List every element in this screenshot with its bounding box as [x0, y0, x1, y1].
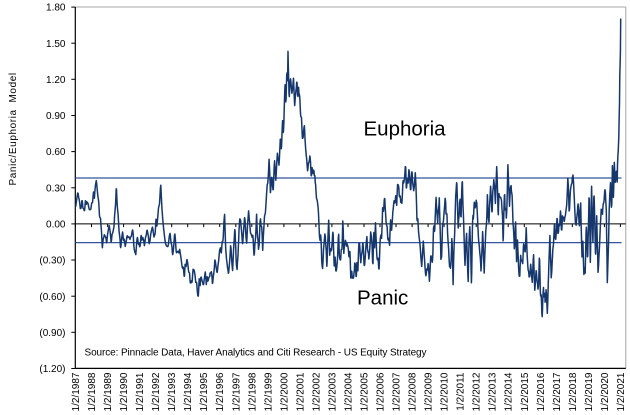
- svg-text:1/2/1997: 1/2/1997: [231, 372, 242, 411]
- svg-text:1/2/2003: 1/2/2003: [327, 372, 338, 411]
- svg-text:1/2/2013: 1/2/2013: [488, 372, 499, 411]
- svg-text:1/2/2019: 1/2/2019: [584, 372, 595, 411]
- svg-text:Euphoria: Euphoria: [364, 118, 447, 141]
- svg-text:1/2/2015: 1/2/2015: [520, 372, 531, 411]
- svg-text:1/2/1996: 1/2/1996: [215, 372, 226, 411]
- svg-text:(0.90): (0.90): [39, 328, 65, 339]
- svg-text:1/2/2007: 1/2/2007: [392, 372, 403, 411]
- svg-text:1/2/1995: 1/2/1995: [199, 372, 210, 411]
- svg-text:1/2/2012: 1/2/2012: [472, 372, 483, 411]
- svg-text:1/2/1990: 1/2/1990: [119, 372, 130, 411]
- svg-text:0.90: 0.90: [46, 111, 66, 122]
- svg-text:1.80: 1.80: [46, 3, 66, 14]
- svg-text:Panic: Panic: [357, 287, 408, 310]
- svg-text:1/2/2006: 1/2/2006: [376, 372, 387, 411]
- svg-text:1/2/2010: 1/2/2010: [440, 372, 451, 411]
- svg-text:(0.60): (0.60): [39, 292, 65, 303]
- svg-text:0.00: 0.00: [46, 220, 66, 231]
- svg-text:1/2/2016: 1/2/2016: [536, 372, 547, 411]
- svg-text:1/2/1999: 1/2/1999: [263, 372, 274, 411]
- svg-text:1/2/2014: 1/2/2014: [504, 372, 515, 411]
- svg-text:1/2/2001: 1/2/2001: [295, 372, 306, 411]
- svg-text:1/2/2021: 1/2/2021: [616, 372, 627, 411]
- svg-text:1/2/1991: 1/2/1991: [135, 372, 146, 411]
- svg-text:Panic/Euphoria Model: Panic/Euphoria Model: [8, 72, 19, 185]
- svg-text:1/2/2000: 1/2/2000: [279, 372, 290, 411]
- svg-text:1/2/1992: 1/2/1992: [151, 372, 162, 411]
- svg-text:1/2/2020: 1/2/2020: [600, 372, 611, 411]
- svg-text:1.20: 1.20: [46, 75, 66, 86]
- svg-text:0.30: 0.30: [46, 183, 66, 194]
- svg-text:1/2/2004: 1/2/2004: [344, 372, 355, 411]
- svg-text:0.60: 0.60: [46, 147, 66, 158]
- svg-text:(1.20): (1.20): [39, 364, 65, 375]
- svg-text:1/2/1987: 1/2/1987: [71, 372, 82, 411]
- svg-text:1/2/1998: 1/2/1998: [247, 372, 258, 411]
- svg-text:(0.30): (0.30): [39, 256, 65, 267]
- svg-text:1/2/1993: 1/2/1993: [167, 372, 178, 411]
- svg-text:1/2/1988: 1/2/1988: [87, 372, 98, 411]
- svg-text:1/2/2009: 1/2/2009: [424, 372, 435, 411]
- svg-text:1/2/1994: 1/2/1994: [183, 372, 194, 411]
- svg-text:1/2/2008: 1/2/2008: [408, 372, 419, 411]
- svg-text:Source: Pinnacle Data, Haver A: Source: Pinnacle Data, Haver Analytics a…: [85, 348, 427, 359]
- svg-text:1/2/2005: 1/2/2005: [360, 372, 371, 411]
- svg-text:1/2/2011: 1/2/2011: [456, 372, 467, 411]
- svg-text:1/2/1989: 1/2/1989: [103, 372, 114, 411]
- svg-text:1/2/2002: 1/2/2002: [311, 372, 322, 411]
- svg-text:1/2/2017: 1/2/2017: [552, 372, 563, 411]
- svg-text:1.50: 1.50: [46, 39, 66, 50]
- svg-text:1/2/2018: 1/2/2018: [568, 372, 579, 411]
